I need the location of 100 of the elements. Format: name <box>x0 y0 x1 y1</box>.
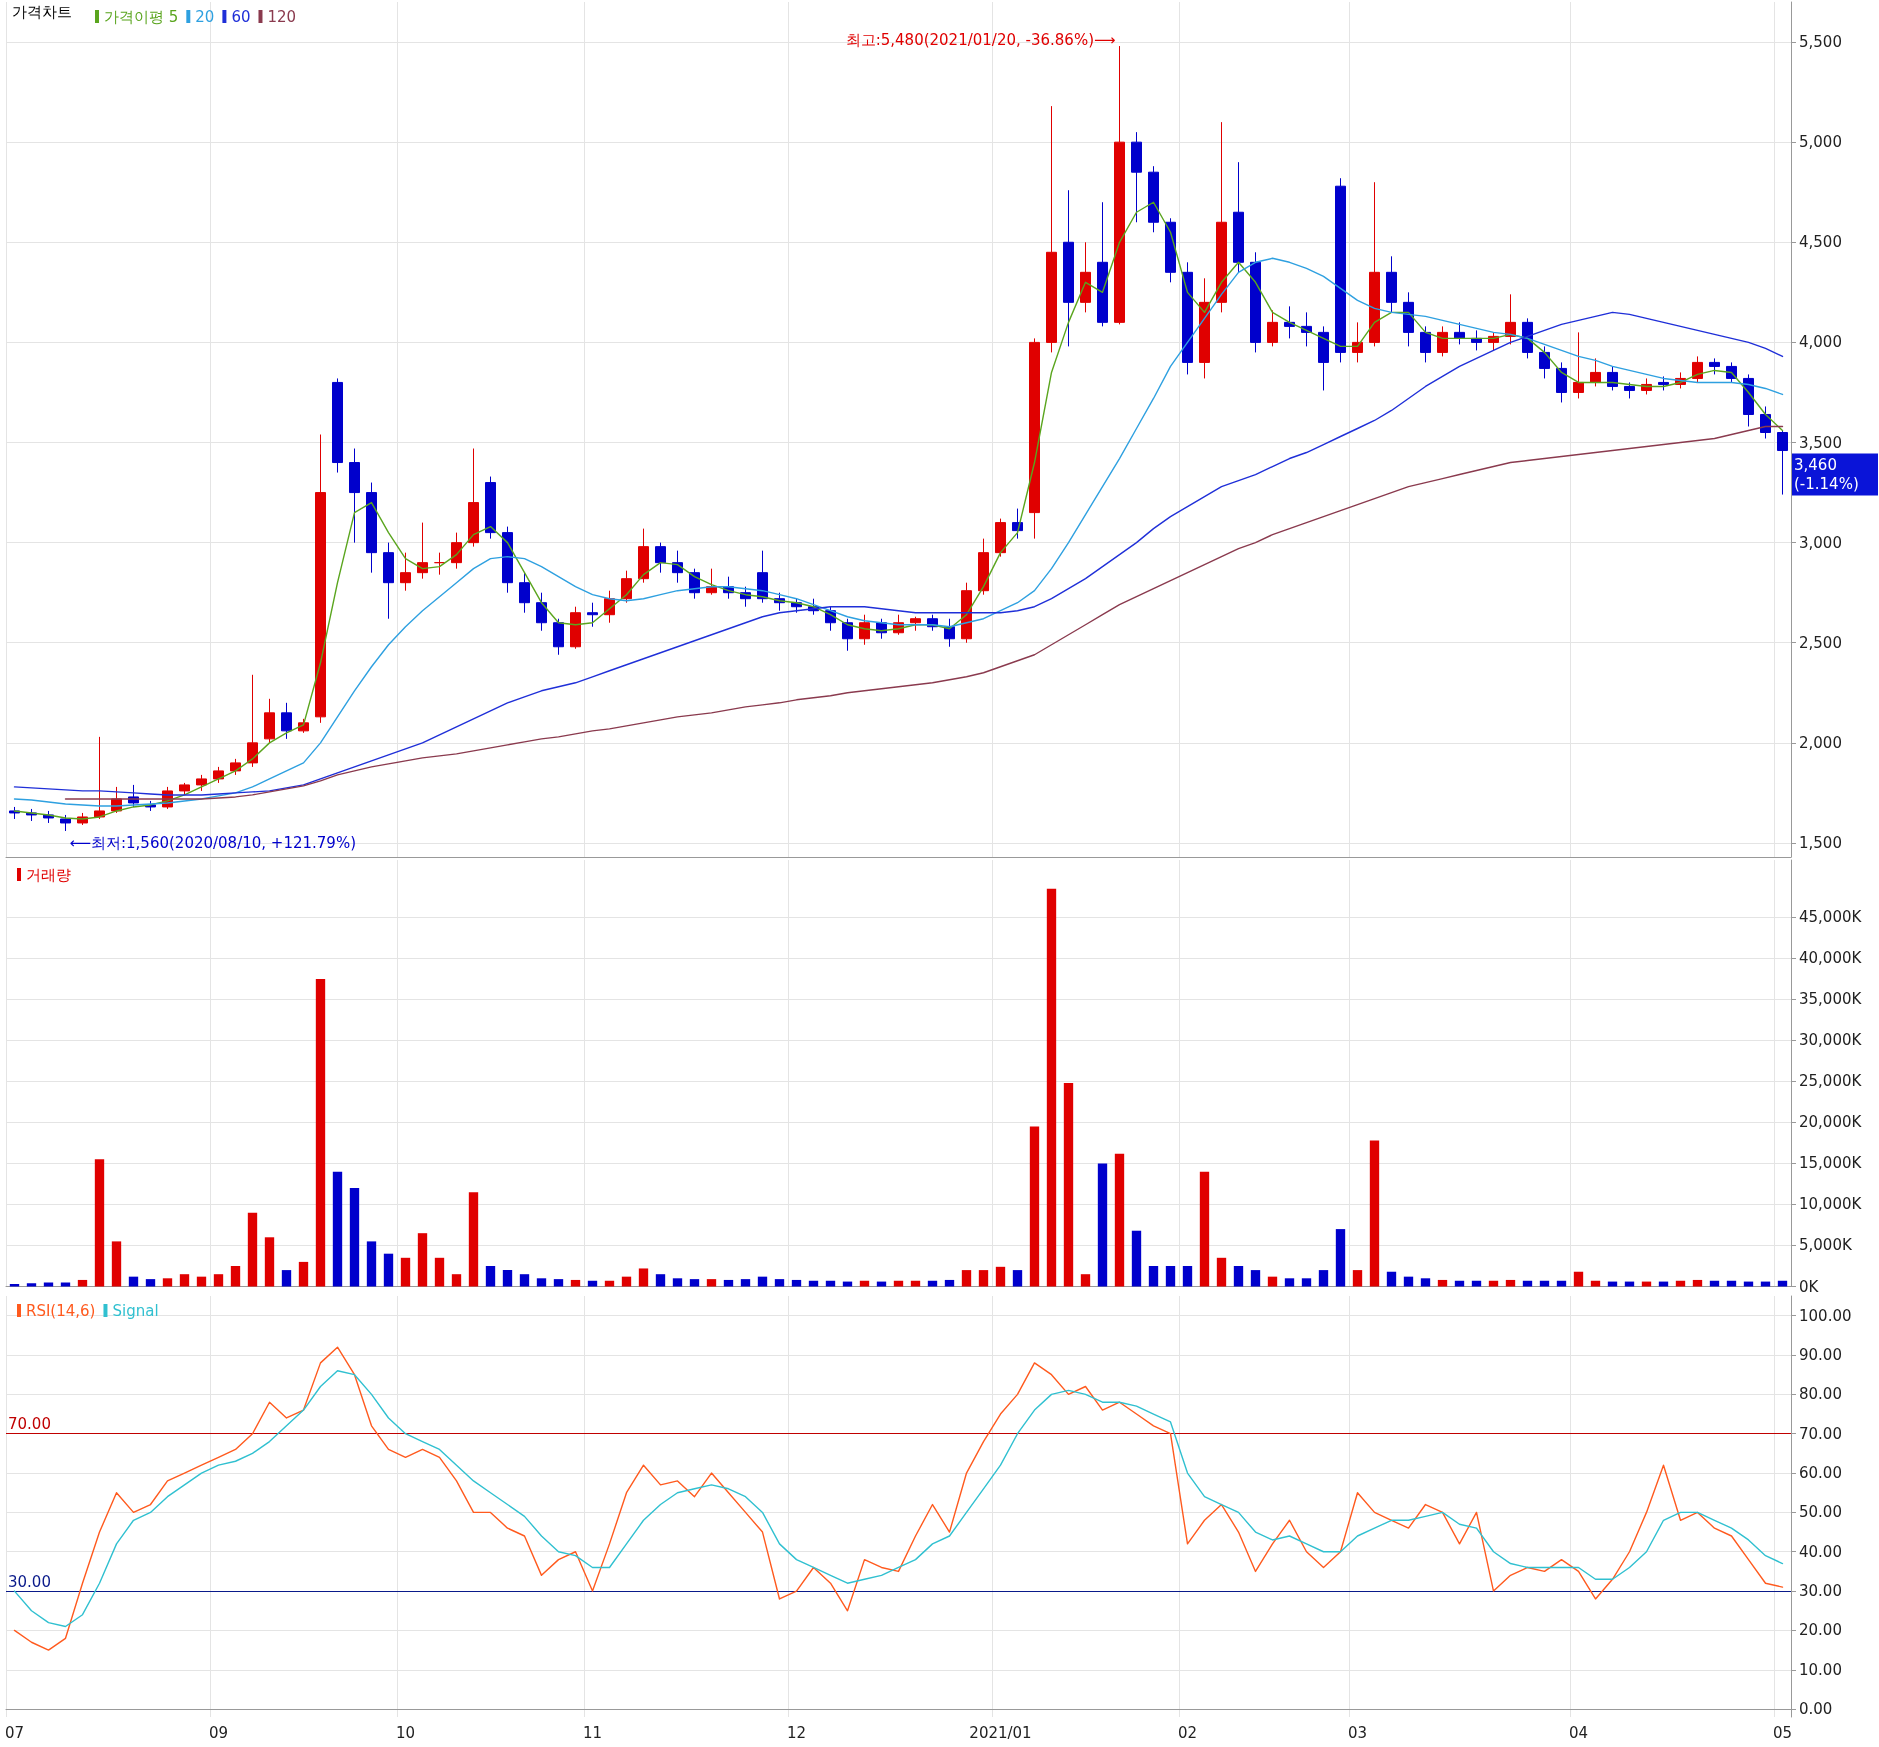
legend-label: 20 <box>195 7 215 26</box>
bar <box>655 1274 666 1287</box>
bar <box>1080 1274 1091 1287</box>
candlestick <box>1114 45 1125 325</box>
y-tick-label: 20,000K <box>1799 1113 1863 1132</box>
candlestick <box>247 674 258 768</box>
candlestick <box>400 552 411 592</box>
bar <box>1403 1276 1414 1287</box>
candlestick <box>1437 325 1448 357</box>
bar <box>893 1280 904 1287</box>
y-tick-label: 1,500 <box>1799 833 1842 852</box>
bar <box>1488 1280 1499 1287</box>
candlestick <box>757 550 768 604</box>
bar <box>1131 1230 1142 1287</box>
y-tick-label: 45,000K <box>1799 908 1863 927</box>
y-tick-label: 2,000 <box>1799 733 1842 752</box>
ref-line-label: 30.00 <box>8 1572 51 1591</box>
bar <box>536 1278 547 1287</box>
bar <box>1760 1281 1771 1287</box>
annotation: 최고:5,480(2021/01/20, -36.86%)⟶ <box>845 31 1116 50</box>
bar <box>1641 1281 1652 1287</box>
bar <box>1063 1083 1074 1287</box>
annotation: ⟵최저:1,560(2020/08/10, +121.79%) <box>69 833 357 852</box>
candlestick <box>1403 291 1414 347</box>
y-tick-label: 5,000 <box>1799 133 1842 152</box>
bar <box>1573 1271 1584 1287</box>
candlestick <box>944 618 955 648</box>
y-tick-label: 0.00 <box>1799 1700 1833 1719</box>
y-tick-label: 3,500 <box>1799 433 1842 452</box>
bar <box>604 1280 615 1287</box>
bar <box>995 1266 1006 1287</box>
candlestick <box>1420 325 1431 363</box>
bar <box>570 1279 581 1287</box>
legend-label: 120 <box>267 7 297 26</box>
bar <box>128 1276 139 1287</box>
bar <box>1624 1281 1635 1287</box>
bar <box>876 1281 887 1287</box>
bar <box>1386 1271 1397 1287</box>
candlestick <box>1692 355 1703 383</box>
bar <box>1556 1280 1567 1287</box>
bar <box>485 1266 496 1287</box>
bar <box>1607 1281 1618 1287</box>
y-tick-label: 5,000K <box>1799 1236 1853 1255</box>
bar <box>553 1279 564 1287</box>
bar <box>1692 1279 1703 1287</box>
bar <box>944 1279 955 1287</box>
candlestick <box>1369 181 1380 347</box>
bar <box>1097 1163 1108 1287</box>
text: 3,460 (-1.14%) <box>1794 456 1859 494</box>
candlestick <box>1386 255 1397 313</box>
bar <box>77 1279 88 1287</box>
bar <box>672 1278 683 1287</box>
bar <box>1233 1266 1244 1287</box>
bar <box>621 1276 632 1287</box>
bar <box>417 1233 428 1287</box>
bar <box>1658 1281 1669 1287</box>
bar <box>1352 1270 1363 1287</box>
bar <box>1165 1266 1176 1287</box>
bar <box>298 1261 309 1287</box>
candlestick <box>978 538 989 596</box>
candlestick <box>1454 321 1465 345</box>
candlestick <box>349 448 360 544</box>
bar <box>706 1279 717 1287</box>
y-tick-label: 70.00 <box>1799 1424 1842 1443</box>
bar <box>94 1159 105 1287</box>
x-tick-label: 11 <box>582 1723 603 1742</box>
candlestick <box>468 448 479 548</box>
y-tick-label: 5,500 <box>1799 33 1842 52</box>
y-tick-label: 10,000K <box>1799 1195 1863 1214</box>
bar <box>1454 1280 1465 1287</box>
bar <box>1029 1126 1040 1287</box>
candlestick <box>1063 189 1074 347</box>
candlestick <box>638 528 649 584</box>
candlestick <box>1335 177 1346 363</box>
candlestick <box>1352 321 1363 363</box>
y-tick-label: 4,500 <box>1799 233 1842 252</box>
candlestick <box>502 526 513 594</box>
bar <box>1114 1153 1125 1287</box>
bar <box>1216 1257 1227 1287</box>
candlestick <box>1777 430 1788 496</box>
bar <box>808 1280 819 1287</box>
bar <box>43 1282 54 1287</box>
bar <box>451 1274 462 1287</box>
candlestick <box>1165 217 1176 283</box>
candlestick <box>1080 241 1091 313</box>
candlestick <box>417 522 428 580</box>
bar <box>230 1266 241 1287</box>
candlestick <box>995 518 1006 558</box>
candlestick <box>1318 325 1329 391</box>
x-tick-label: 05 <box>1772 1723 1793 1742</box>
candlestick <box>655 542 666 574</box>
candlestick <box>264 698 275 744</box>
candlestick <box>1607 365 1618 391</box>
candlestick <box>1029 337 1040 540</box>
legend-label: 거래량 <box>26 865 71 884</box>
bar <box>1420 1278 1431 1287</box>
y-tick-label: 40,000K <box>1799 949 1863 968</box>
bar <box>978 1270 989 1287</box>
x-tick-label: 2021/01 <box>969 1723 1032 1742</box>
candlestick <box>1539 345 1550 379</box>
